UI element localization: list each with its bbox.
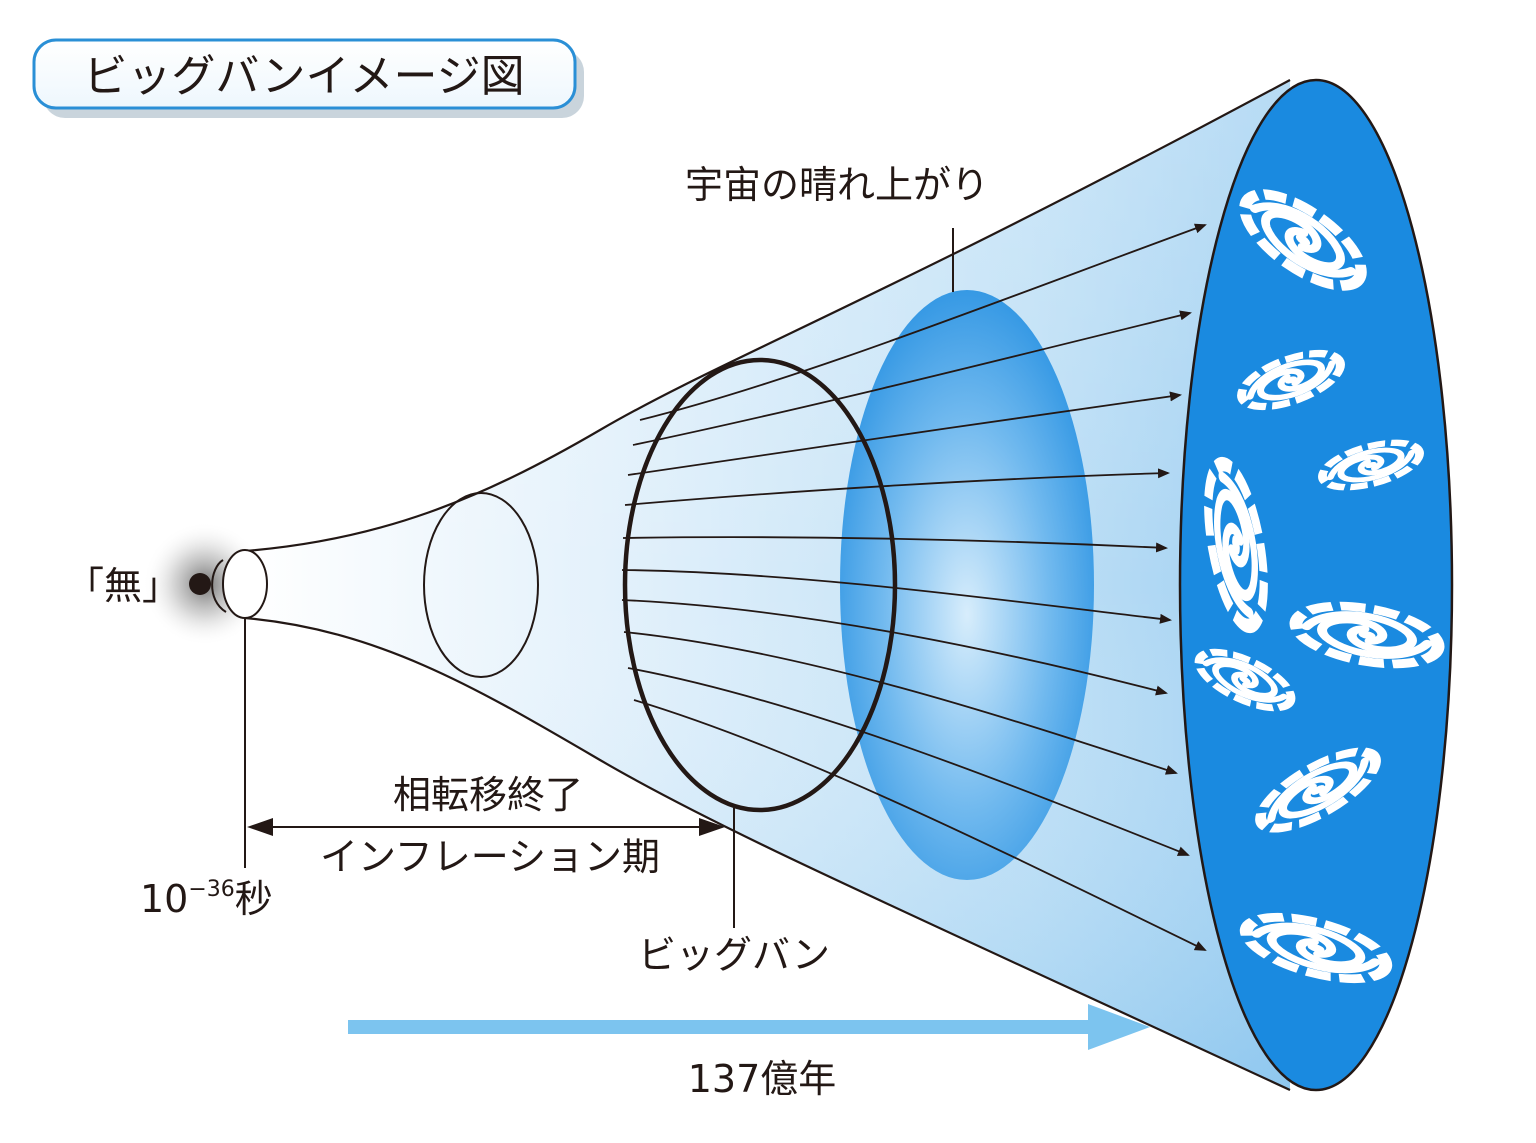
bigbang-cross-section <box>622 357 898 813</box>
expansion-arrow <box>627 667 1190 856</box>
early-cross-section <box>423 492 539 678</box>
expansion-arrow <box>623 631 1178 775</box>
dot-icon <box>189 573 211 595</box>
age-label: 137億年 <box>688 1057 837 1101</box>
time-unit: 秒 <box>235 877 273 921</box>
clearing-label: 宇宙の晴れ上がり <box>685 163 989 207</box>
expansion-arrow <box>624 468 1170 506</box>
time-exponent: −36 <box>188 877 234 902</box>
expansion-arrow <box>622 536 1168 553</box>
funnel-upper-edge <box>244 79 1291 553</box>
funnel-lower-edge <box>244 616 1291 1091</box>
time-label: 10−36秒 <box>140 877 273 921</box>
inflation-span-arrow <box>247 818 725 836</box>
expansion-arrow <box>639 223 1207 421</box>
present-universe <box>1178 78 1454 1092</box>
timeline-arrow <box>348 1004 1150 1050</box>
title-badge: ビッグバンイメージ図 <box>32 38 584 118</box>
expansion-arrow <box>621 599 1168 696</box>
expansion-arrows <box>621 223 1207 951</box>
origin <box>143 522 268 646</box>
arrowhead-icon <box>699 818 725 836</box>
bigbang-label: ビッグバン <box>638 933 830 977</box>
arrowhead-icon <box>247 818 273 836</box>
expansion-arrow <box>627 391 1182 476</box>
expansion-arrow <box>632 310 1192 446</box>
time-base: 10 <box>140 877 188 921</box>
expansion-arrow <box>633 699 1207 951</box>
nothing-label: 「無」 <box>66 564 180 608</box>
phase-transition-label: 相転移終了 <box>393 773 583 817</box>
expansion-arrow <box>621 569 1172 624</box>
diagram-title: ビッグバンイメージ図 <box>83 51 524 102</box>
clearing-ellipse <box>840 290 1094 880</box>
inflation-label: インフレーション期 <box>320 835 660 879</box>
